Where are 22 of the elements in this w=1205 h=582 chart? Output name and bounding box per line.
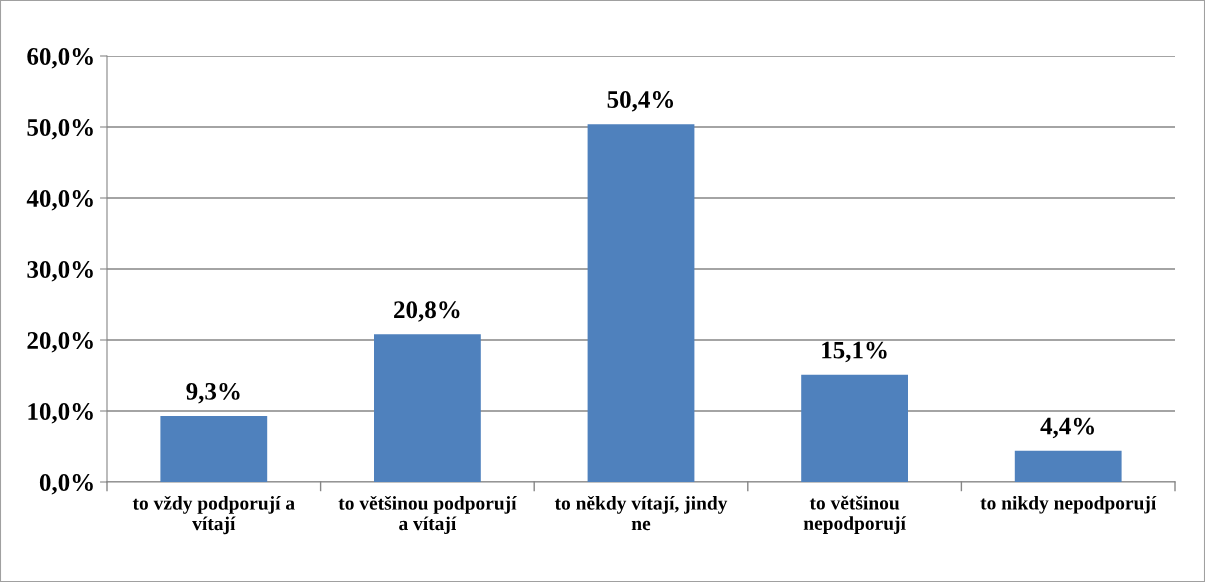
bar — [374, 334, 481, 482]
bar — [160, 415, 268, 482]
bar — [801, 374, 908, 482]
data-label: 4,4% — [1040, 417, 1094, 439]
y-tick-label: 10,0% — [28, 403, 93, 424]
x-tick-label: to někdy vítají, jindy ne — [554, 495, 728, 531]
bar — [587, 124, 695, 482]
y-tick-label: 0,0% — [39, 474, 93, 495]
x-tick-label: to vždy podporují a vítají — [132, 495, 295, 535]
y-tick-label: 30,0% — [27, 261, 93, 282]
y-tick-label: 20,0% — [27, 332, 93, 353]
data-label: 9,3% — [186, 382, 240, 404]
y-tick-label: 40,0% — [26, 190, 93, 211]
data-label: 50,4% — [607, 91, 674, 112]
data-label: 20,8% — [394, 301, 460, 322]
data-label: 15,1% — [822, 341, 887, 363]
x-tick-label: to většinou podporují a vítají — [338, 495, 517, 535]
x-tick-label: to nikdy nepodporují — [980, 495, 1157, 514]
y-tick-label: 60,0% — [27, 48, 93, 69]
bar — [1014, 450, 1122, 482]
y-tick-label: 50,0% — [27, 119, 93, 140]
x-tick-label: to většinou nepodporují — [803, 495, 907, 534]
